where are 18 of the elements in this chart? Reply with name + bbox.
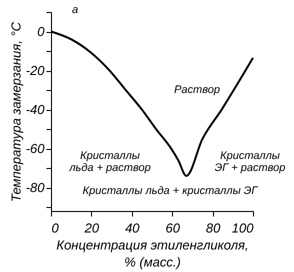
annotation: Кристаллы льда + раствор	[68, 150, 151, 174]
y-tick-label: -80	[26, 180, 46, 196]
annotation: а	[72, 4, 78, 16]
y-tick-label: -20	[26, 63, 46, 78]
x-tick-label: 0	[52, 220, 60, 236]
annotation: Кристаллы ЭГ + раствор	[214, 150, 286, 174]
x-tick-label: 60	[165, 220, 181, 236]
y-axis-title: Температура замерзания, °С	[8, 21, 24, 202]
y-tick-label: 0	[37, 24, 46, 40]
annotation: Кристаллы льда + кристаллы ЭГ	[82, 185, 258, 197]
x-tick-label: 80	[206, 220, 222, 236]
y-tick-label: -60	[26, 141, 46, 156]
x-tick-label: 20	[84, 220, 100, 236]
annotation: Раствор	[174, 84, 220, 96]
x-axis-title: Концентрация этиленгликоля, % (масс.)	[56, 238, 249, 270]
y-tick-label: -40	[26, 102, 46, 118]
x-tick-label: 40	[125, 220, 140, 236]
x-tick-label: 100	[232, 220, 254, 236]
